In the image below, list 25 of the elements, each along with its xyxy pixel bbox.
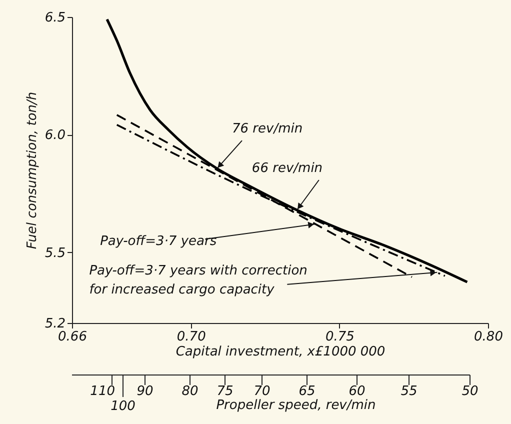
- annotation: 66 rev/min: [252, 161, 323, 176]
- annotation: Pay-off=3·7 years: [100, 234, 217, 250]
- x2-axis-title: Propeller speed, rev/min: [216, 398, 376, 413]
- text: 80: [182, 384, 198, 399]
- y-axis-title: Fuel consumption, ton/h: [24, 92, 40, 250]
- y-tick-label: 5.5: [44, 246, 66, 261]
- text: 60: [348, 384, 366, 399]
- x-tick-label: 0.66: [58, 330, 87, 344]
- annotation: Pay-off=3·7 years with correction for increased cargo capacity: [89, 263, 308, 298]
- text: 75: [216, 384, 234, 399]
- annotation: 76 rev/min: [232, 122, 303, 137]
- y-tick-label: 6.0: [44, 128, 66, 144]
- x-axis-title: Capital investment, x£1000 000: [176, 344, 386, 360]
- x-tick-label: 0.75: [325, 330, 354, 344]
- text: 50: [462, 384, 478, 399]
- y-tick-label: 6.5: [44, 10, 66, 26]
- y-tick-label: 5.2: [44, 316, 66, 332]
- x-tick-label: 0.80: [474, 330, 503, 344]
- text: 110: [90, 384, 115, 399]
- text: 90: [136, 384, 154, 399]
- text: 100: [110, 399, 136, 414]
- x-tick-label: 0.70: [176, 330, 206, 344]
- text: 65: [298, 384, 316, 399]
- text: 70: [254, 384, 270, 399]
- text: 55: [400, 384, 418, 399]
